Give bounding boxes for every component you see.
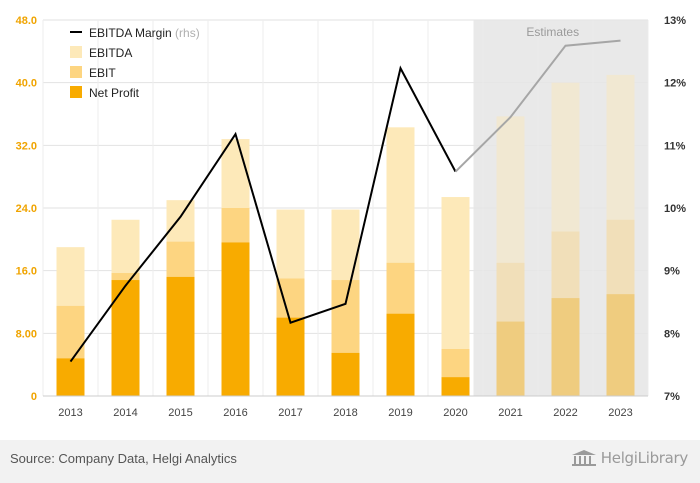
legend-swatch-net-profit [70,86,82,98]
y-right-tick-label: 8% [664,328,680,340]
bar-net-profit-2015 [166,276,195,396]
legend-label-ebitda: EBITDA [89,46,132,60]
legend-swatch-ebitda [70,46,82,58]
x-tick-label: 2020 [443,407,467,419]
bar-net-profit-2020 [441,377,470,396]
x-tick-label: 2021 [498,407,522,419]
source-note: Source: Company Data, Helgi Analytics [10,451,237,466]
x-tick-label: 2022 [553,407,577,419]
y-right-tick-label: 10% [664,203,686,215]
x-tick-label: 2014 [113,407,137,419]
bar-net-profit-2014 [111,280,140,396]
bar-net-profit-2013 [56,358,85,396]
x-tick-label: 2016 [223,407,247,419]
y-right-tick-label: 9% [664,266,680,278]
legend-label-net-profit: Net Profit [89,86,140,100]
x-tick-label: 2018 [333,407,357,419]
y-left-tick-label: 8.00 [16,328,37,340]
legend-label-ebit: EBIT [89,66,116,80]
y-left-tick-label: 48.0 [16,15,37,27]
legend: EBITDA Margin (rhs) EBITDA EBIT Net Profit [70,26,200,100]
bar-net-profit-2016 [221,242,250,396]
y-left-tick-label: 24.0 [16,203,37,215]
bar-net-profit-2018 [331,352,360,396]
helgi-library-logo: HelgiLibrary [571,449,688,467]
ebitda-margin-line-estimate [454,39,621,173]
estimates-label: Estimates [526,25,579,39]
y-right-tick-label: 11% [664,140,686,152]
y-right-tick-label: 7% [664,391,680,403]
x-tick-label: 2023 [608,407,632,419]
x-tick-label: 2013 [58,407,82,419]
chart: 0 8.00 16.0 24.0 32.0 40.0 48.0 7% 8% 9% 10% 11% 12%… [16,15,687,419]
y-right-tick-label: 13% [664,15,686,27]
legend-label-ebitda-margin: EBITDA Margin (rhs) [89,26,200,40]
bar-net-profit-2019 [386,313,415,396]
x-tick-label: 2017 [278,407,302,419]
x-tick-label: 2015 [168,407,192,419]
y-left-tick-label: 32.0 [16,140,37,152]
footer: Source: Company Data, Helgi Analytics He… [0,440,700,483]
logo-text: HelgiLibrary [600,449,689,467]
y-left-tick-label: 0 [31,391,37,403]
y-left-tick-label: 40.0 [16,78,37,90]
axes: 0 8.00 16.0 24.0 32.0 40.0 48.0 7% 8% 9% 10% 11% 12%… [16,15,687,419]
ebitda-margin-line-actual [69,65,457,363]
estimates-veil [473,20,648,396]
y-left-tick-label: 16.0 [16,266,37,278]
library-building-icon [571,450,596,466]
x-tick-label: 2019 [388,407,412,419]
y-right-tick-label: 12% [664,78,686,90]
margin-line [69,39,621,363]
legend-swatch-ebit [70,66,82,78]
bar-net-profit-2017 [276,317,305,396]
